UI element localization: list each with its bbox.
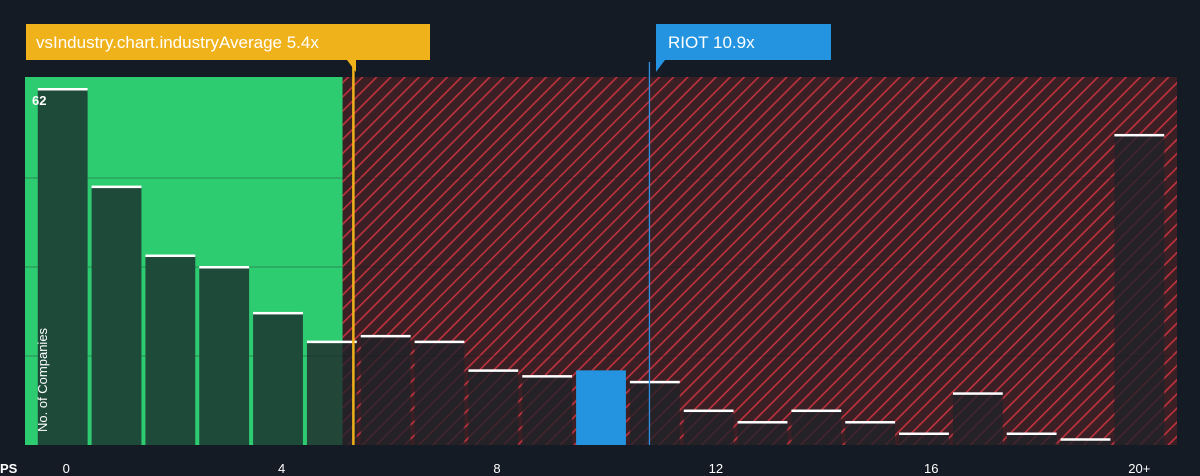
x-tick-0: 0 (63, 461, 70, 476)
x-tick-4: 16 (924, 461, 938, 476)
bar-top-9 (522, 375, 573, 378)
industry-average-callout (26, 24, 430, 60)
industry-average-callout-tail (347, 60, 356, 72)
company-ps-label: RIOT 10.9x (668, 33, 755, 52)
x-tick-2: 8 (493, 461, 500, 476)
bar-3 (199, 267, 250, 445)
bar-17 (952, 393, 1003, 445)
bar-top-16 (899, 432, 949, 436)
bar-top-3 (199, 266, 250, 269)
bar-top-8 (468, 369, 519, 372)
bar-20 (1114, 134, 1165, 445)
bar-top-2 (145, 254, 196, 258)
x-tick-5: 20+ (1128, 461, 1150, 476)
bar-top-11 (629, 380, 680, 384)
bar-9 (522, 376, 573, 445)
x-tick-labels: 0 4 8 12 16 20+ (63, 461, 1151, 476)
bar-top-15 (845, 421, 896, 424)
value-markers (352, 62, 651, 445)
bar-15 (845, 422, 896, 445)
bar-0 (37, 89, 88, 445)
bar-6 (360, 335, 411, 445)
company-callout (656, 24, 831, 60)
bar-11 (629, 381, 680, 445)
y-axis-max-label: 62 (32, 93, 46, 108)
bar-top-18 (1006, 432, 1057, 436)
industry-average-label: vsIndustry.chart.industryAverage 5.4x (36, 33, 319, 52)
x-axis-title: PS (0, 461, 18, 476)
axes: 62 No. of Companies PS 0 4 8 12 16 20+ (0, 93, 1150, 476)
bar-12 (683, 410, 734, 445)
bar-top-13 (737, 421, 788, 424)
bar-1 (91, 186, 142, 445)
bar-top-19 (1060, 438, 1111, 441)
bar-top-4 (253, 311, 303, 315)
y-axis-title: No. of Companies (35, 327, 50, 432)
company-callout-tail (656, 60, 665, 72)
bar-2 (145, 255, 196, 445)
bar-top-17 (952, 392, 1003, 395)
bar-top-5 (306, 340, 357, 344)
bar-top-6 (360, 334, 411, 338)
bar-8 (468, 370, 519, 445)
x-tick-1: 4 (278, 461, 285, 476)
bar-top-1 (91, 185, 142, 189)
bar-top-20 (1114, 133, 1165, 137)
bar-13 (737, 422, 788, 445)
bar-10 (576, 370, 626, 445)
bar-5 (306, 341, 357, 445)
callouts: vsIndustry.chart.industryAverage 5.4x RI… (26, 24, 831, 72)
histogram-bars (37, 88, 1165, 445)
bar-19 (1060, 439, 1111, 445)
bar-top-7 (414, 340, 465, 344)
bar-7 (414, 341, 465, 445)
bar-18 (1006, 433, 1057, 445)
bar-top-14 (791, 409, 842, 413)
overvalued-zone (342, 77, 1177, 445)
bar-top-0 (37, 88, 88, 91)
bar-14 (791, 410, 842, 445)
bar-4 (253, 312, 303, 445)
bar-16 (899, 433, 949, 445)
bar-top-12 (683, 409, 734, 413)
x-tick-3: 12 (709, 461, 723, 476)
